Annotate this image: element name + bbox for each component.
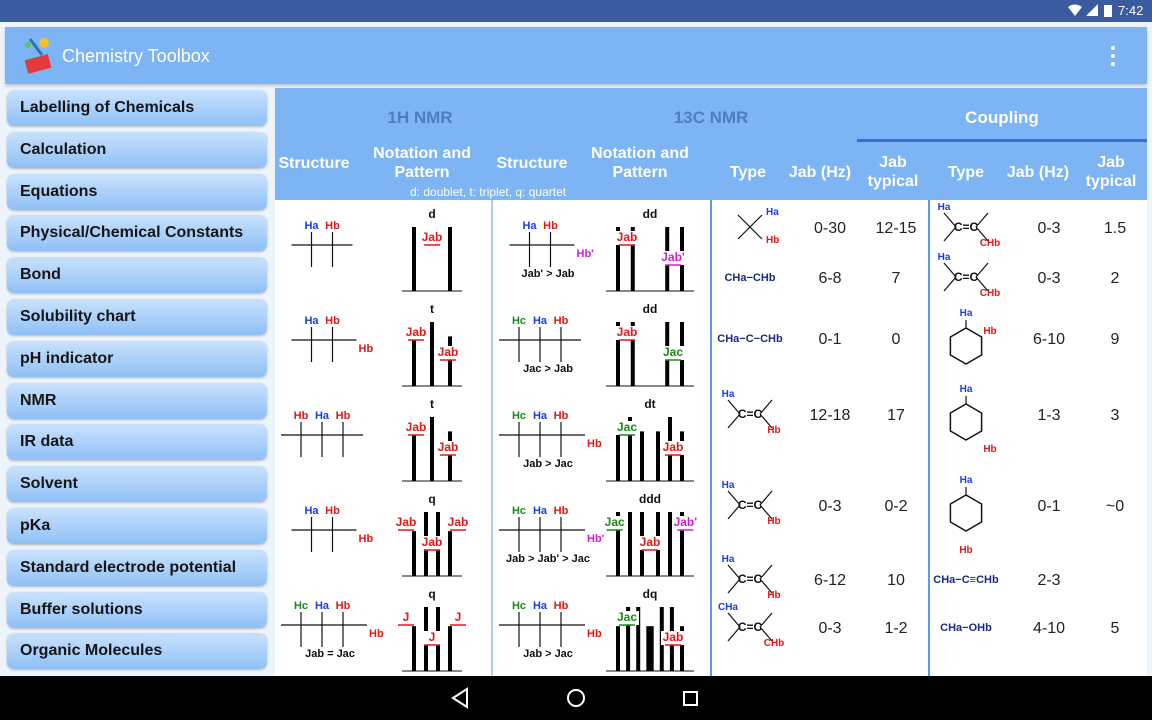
nav-bar — [0, 676, 1152, 720]
sidebar-item[interactable]: Buffer solutions — [7, 591, 267, 628]
nav-buttons — [451, 687, 698, 709]
column-header: Structure — [278, 154, 350, 172]
status-icons — [1068, 4, 1112, 17]
sidebar-item[interactable]: Solvent — [7, 466, 267, 503]
sidebar-item[interactable]: Organic Molecules — [7, 633, 267, 670]
column-header: Type — [947, 163, 985, 181]
sidebar-item[interactable]: Equations — [7, 173, 267, 210]
column-header: Notation and Pattern — [591, 145, 689, 181]
column-header: Jab typical — [1085, 154, 1137, 190]
sidebar-item[interactable]: Labelling of Chemicals — [7, 90, 267, 126]
sidebar-item[interactable]: Bond — [7, 257, 267, 294]
sidebar-item[interactable]: Calculation — [7, 131, 267, 168]
coupling-underline — [857, 139, 1147, 142]
app-icon — [24, 38, 52, 74]
table-header — [275, 88, 1147, 200]
group-header: 13C NMR — [673, 107, 749, 127]
group-header: 1H NMR — [387, 107, 453, 127]
sidebar-item[interactable]: pH indicator — [7, 340, 267, 377]
sidebar-item[interactable]: Standard electrode potential — [7, 549, 267, 586]
column-header: Notation and Pattern — [373, 145, 471, 181]
sidebar-item[interactable]: pKa — [7, 508, 267, 544]
back-button[interactable] — [451, 687, 468, 709]
column-header: Type — [729, 163, 767, 181]
status-bar: 7:42 — [0, 0, 1152, 22]
column-header: Jab (Hz) — [1006, 163, 1070, 181]
sidebar-item[interactable]: Solubility chart — [7, 299, 267, 335]
app-bar: Chemistry Toolbox — [5, 27, 1147, 84]
sidebar-item[interactable]: Physical/Chemical Constants — [7, 215, 267, 252]
legend: d: doublet, t: triplet, q: quartet — [410, 185, 567, 199]
app-title: Chemistry Toolbox — [62, 46, 210, 66]
group-header: Coupling — [965, 107, 1039, 127]
clock: 7:42 — [1118, 3, 1144, 18]
menu-button[interactable] — [1103, 45, 1123, 67]
sidebar-item[interactable]: NMR — [7, 382, 267, 419]
column-header: Structure — [496, 154, 568, 172]
recents-button[interactable] — [683, 691, 698, 706]
column-header: Jab (Hz) — [788, 163, 852, 181]
column-header: Jab typical — [867, 154, 919, 190]
sidebar-item[interactable]: IR data — [7, 424, 267, 461]
home-button[interactable] — [567, 689, 585, 707]
